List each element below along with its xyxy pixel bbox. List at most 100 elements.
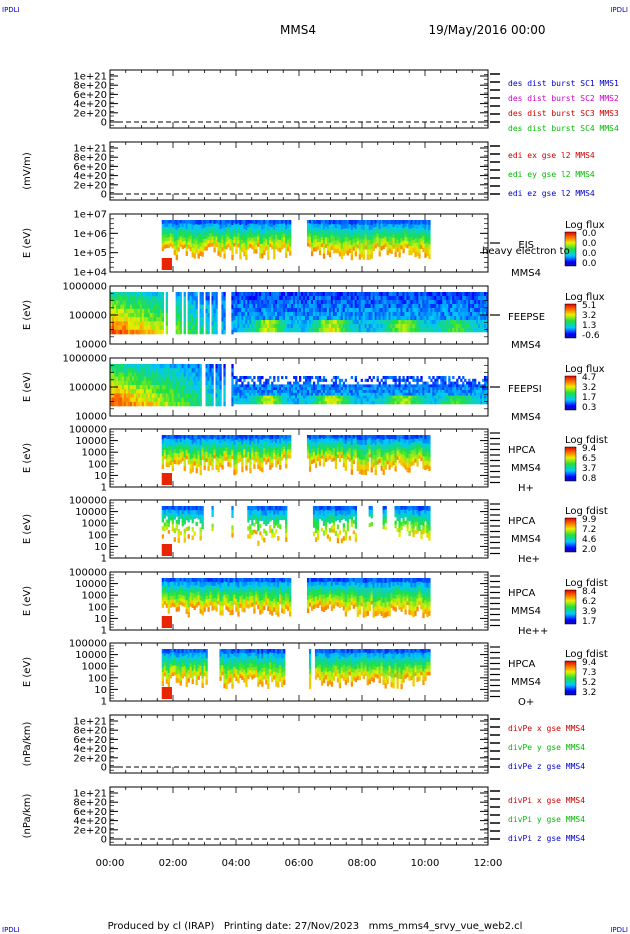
y-axis-label: E (eV)	[22, 372, 33, 402]
y-tick-label: 6e+20	[73, 735, 107, 746]
colorbar-tick-label: 4.6	[582, 535, 597, 545]
colorbar	[564, 303, 577, 339]
instrument-label: HPCA	[508, 516, 536, 527]
y-tick-label: 1000	[82, 448, 107, 459]
colorbar-tick-label: 5.2	[582, 678, 596, 688]
colorbar-tick-label: 7.2	[582, 525, 596, 535]
y-axis-label: E (eV)	[22, 228, 33, 258]
y-tick-label: 10	[94, 685, 107, 696]
species-label: He++	[518, 626, 548, 637]
legend-entry: edi ex gse l2 MMS4	[508, 151, 595, 160]
x-axis: 00:00 02:00 04:00 06:00 08:00 10:00 12:00	[96, 858, 503, 869]
colorbar-tick-label: 0.8	[582, 474, 597, 484]
y-tick-label: 1	[101, 554, 107, 565]
y-axis-label: E (eV)	[22, 657, 33, 687]
legend-entry: des dist burst SC3 MMS3	[508, 109, 619, 118]
colorbar-tick-label: 2.0	[582, 545, 597, 555]
spacecraft-label: MMS4	[511, 606, 541, 617]
colorbar-tick-label: 0.0	[582, 239, 597, 249]
y-tick-label: 100000	[69, 639, 107, 650]
y-tick-label: 4e+20	[73, 816, 107, 827]
colorbar-tick-label: 7.3	[582, 668, 596, 678]
species-label: He+	[518, 554, 540, 565]
y-tick-label: 1e+05	[73, 248, 107, 259]
legend-entry: divPi y gse MMS4	[508, 815, 585, 824]
panel-feeps-e: 1000000 100000 10000 E (eV) Log flux5.13.21.…	[22, 282, 605, 352]
colorbar	[564, 660, 577, 696]
colorbar-tick-label: 1.7	[582, 393, 596, 403]
y-tick-label: 10000	[75, 507, 107, 518]
y-tick-label: 100000	[69, 311, 107, 322]
y-tick-label: 1	[101, 483, 107, 494]
y-tick-label: 0	[101, 763, 107, 774]
y-tick-label: 1e+04	[73, 268, 107, 279]
y-tick-label: 10	[94, 471, 107, 482]
spacecraft-label: MMS4	[511, 412, 541, 423]
legend-entry: des dist burst SC2 MMS2	[508, 94, 619, 103]
plot-area	[110, 715, 488, 773]
colorbar	[564, 517, 577, 553]
y-tick-label: 1000	[82, 519, 107, 530]
y-tick-label: 0	[101, 835, 107, 846]
colorbar-tick-label: 6.2	[582, 597, 596, 607]
y-tick-label: 10000	[75, 412, 107, 423]
colorbar-tick-label: 3.9	[582, 607, 597, 617]
y-tick-label: 100000	[69, 425, 107, 436]
y-tick-label: 100000	[69, 496, 107, 507]
colorbar	[564, 375, 577, 411]
colorbar	[564, 231, 577, 267]
y-tick-label: 2e+20	[73, 108, 107, 119]
colorbar-title: Log fdist	[565, 435, 608, 446]
instrument-label: HPCA	[508, 659, 536, 670]
x-tick-label: 10:00	[411, 858, 440, 869]
legend-entry: divPe x gse MMS4	[508, 724, 585, 733]
y-tick-label: 2e+20	[73, 753, 107, 764]
y-axis-label: (nPa/km)	[22, 722, 33, 767]
y-tick-label: 8e+20	[73, 153, 107, 164]
spacecraft-label: MMS4	[511, 677, 541, 688]
y-tick-label: 1e+21	[73, 72, 107, 83]
y-tick-label: 1000	[82, 591, 107, 602]
corner-label-bottom-right: IPDLI	[610, 926, 628, 934]
instrument-label: HPCA	[508, 445, 536, 456]
legend-entry: des dist burst SC1 MMS1	[508, 79, 619, 88]
y-tick-label: 8e+20	[73, 726, 107, 737]
y-tick-label: 0	[101, 118, 107, 129]
y-tick-label: 2e+20	[73, 825, 107, 836]
colorbar-tick-label: 1.3	[582, 321, 596, 331]
colorbar-tick-label: 5.1	[582, 301, 596, 311]
y-axis-label: E (eV)	[22, 300, 33, 330]
y-axis-label: (mV/m)	[22, 152, 33, 190]
y-tick-label: 1e+21	[73, 144, 107, 155]
header-spacecraft: MMS4	[280, 23, 316, 37]
y-tick-label: 1e+21	[73, 789, 107, 800]
legend-entry: des dist burst SC4 MMS4	[508, 124, 619, 133]
y-tick-label: 0	[101, 190, 107, 201]
y-tick-label: 1e+06	[73, 229, 107, 240]
colorbar-tick-label: 0.3	[582, 403, 596, 413]
instrument-label: FEEPSE	[508, 312, 545, 323]
colorbar-tick-label: -0.6	[582, 331, 600, 341]
instrument-label: FEEPSI	[508, 384, 542, 395]
y-tick-label: 4e+20	[73, 171, 107, 182]
panel-feeps-i: 1000000 100000 10000 E (eV) Log flux4.73.21.…	[22, 354, 605, 424]
y-tick-label: 10000	[75, 650, 107, 661]
colorbar-title: Log flux	[565, 220, 605, 231]
y-axis-label: E (eV)	[22, 443, 33, 473]
y-tick-label: 1e+07	[73, 210, 107, 221]
instrument-label: EIS	[518, 240, 534, 251]
colorbar-tick-label: 8.4	[582, 587, 597, 597]
y-tick-label: 8e+20	[73, 81, 107, 92]
colorbar-tick-label: 0.0	[582, 249, 597, 259]
y-tick-label: 6e+20	[73, 162, 107, 173]
legend-entry: edi ez gse l2 MMS4	[508, 189, 595, 198]
spacecraft-label: MMS4	[511, 340, 541, 351]
y-tick-label: 100	[88, 459, 107, 470]
y-tick-label: 6e+20	[73, 807, 107, 818]
